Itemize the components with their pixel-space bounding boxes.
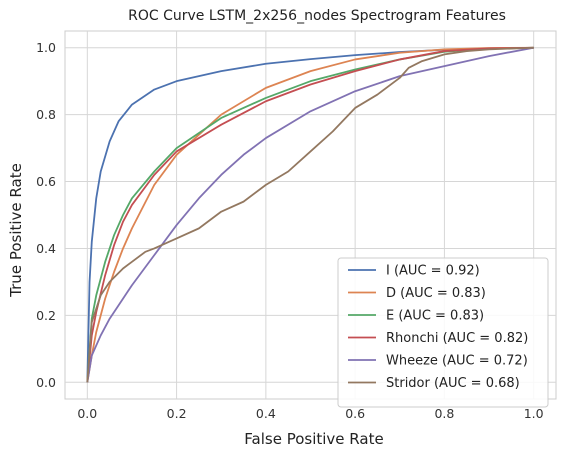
y-tick-label: 0.0 (36, 375, 56, 390)
x-tick-label: 0.2 (167, 406, 187, 421)
series-line-1 (86, 46, 534, 383)
y-tick-label: 0.6 (36, 174, 56, 189)
x-axis-label: False Positive Rate (244, 430, 383, 448)
x-tick-labels: 0.0 0.2 0.4 0.6 0.8 1.0 (77, 406, 543, 421)
y-tick-label: 0.4 (36, 241, 56, 256)
series-line-4 (86, 46, 534, 383)
y-tick-label: 1.0 (36, 40, 56, 55)
y-axis-label: True Positive Rate (7, 163, 25, 298)
legend-label-1: D (AUC = 0.83) (386, 286, 486, 301)
y-tick-label: 0.2 (36, 308, 56, 323)
y-tick-label: 0.8 (36, 107, 56, 122)
x-tick-label: 0.6 (345, 406, 365, 421)
legend-label-3: Rhonchi (AUC = 0.82) (386, 331, 528, 346)
x-tick-label: 0.0 (77, 406, 97, 421)
chart-title: ROC Curve LSTM_2x256_nodes Spectrogram F… (128, 8, 506, 24)
legend-label-4: Wheeze (AUC = 0.72) (386, 354, 528, 369)
legend-label-2: E (AUC = 0.83) (386, 309, 484, 324)
x-tick-label: 0.4 (256, 406, 276, 421)
legend-label-5: Stridor (AUC = 0.68) (386, 376, 520, 391)
x-tick-label: 0.8 (434, 406, 454, 421)
series-layer (86, 46, 534, 383)
x-tick-label: 1.0 (524, 406, 544, 421)
y-tick-labels: 0.0 0.2 0.4 0.6 0.8 1.0 (36, 40, 56, 390)
legend-box (337, 257, 549, 408)
legend: I (AUC = 0.92) D (AUC = 0.83) E (AUC = 0.8… (337, 257, 549, 408)
series-line-5 (86, 46, 534, 383)
legend-label-0: I (AUC = 0.92) (386, 264, 480, 279)
series-line-3 (86, 46, 534, 383)
